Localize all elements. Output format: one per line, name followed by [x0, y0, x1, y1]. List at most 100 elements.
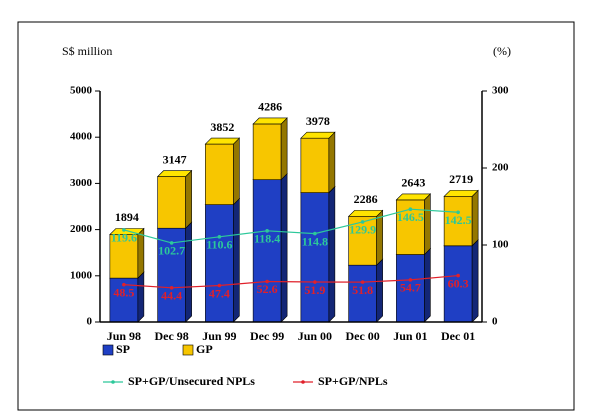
value-label: 52.6	[257, 282, 278, 296]
value-label: 146.5	[397, 210, 424, 224]
value-label: 118.4	[254, 232, 280, 246]
bar-side	[471, 239, 479, 323]
point	[360, 280, 365, 284]
y-axis-label: S$ million	[62, 44, 112, 58]
bar-side	[185, 169, 192, 229]
value-label: 51.9	[304, 283, 325, 297]
point	[265, 229, 269, 233]
bar-side	[471, 189, 479, 247]
value-label: 142.5	[445, 213, 472, 227]
value-label: 129.9	[349, 223, 376, 237]
legend-swatch	[102, 344, 114, 356]
bar-side	[280, 172, 288, 323]
point	[408, 207, 413, 211]
value-label: 44.4	[161, 289, 182, 303]
legend-label: SP+GP/NPLs	[318, 374, 388, 388]
total-label: 2643	[401, 176, 425, 190]
bar-side	[424, 193, 431, 256]
line	[123, 274, 459, 289]
x-tick-label: Dec 00	[345, 329, 379, 343]
bar-side	[137, 227, 145, 279]
point	[456, 210, 460, 215]
line	[123, 208, 459, 244]
bar-top	[204, 137, 241, 145]
point	[408, 278, 413, 282]
bar-side	[137, 271, 145, 323]
bar-side	[328, 131, 336, 194]
bar-side	[376, 258, 383, 323]
value-label: 51.8	[352, 283, 373, 297]
point	[169, 286, 174, 290]
value-label: 110.6	[206, 238, 232, 252]
value-label: 47.4	[209, 286, 230, 300]
bar-segment	[300, 192, 330, 323]
total-label: 1894	[115, 210, 139, 224]
x-tick-label: Jun 98	[107, 329, 141, 343]
total-label: 4286	[258, 100, 282, 114]
point	[313, 280, 317, 284]
total-label: 3852	[210, 120, 234, 134]
y-tick-label: 4000	[70, 131, 93, 143]
legend-label: SP+GP/Unsecured NPLs	[128, 374, 255, 388]
value-label: 102.7	[158, 244, 185, 258]
bar-segment	[300, 137, 330, 193]
y-tick-label: 0	[87, 316, 93, 328]
bar-segment	[252, 179, 282, 323]
bar-side	[233, 197, 240, 323]
bar-side	[424, 247, 431, 323]
value-label: 114.8	[302, 234, 328, 248]
point	[265, 279, 269, 284]
bar-segment	[205, 204, 234, 323]
bar-segment	[205, 143, 234, 205]
x-tick-label: Jun 00	[298, 329, 332, 343]
x-tick-label: Dec 99	[250, 329, 284, 343]
bar-top	[156, 170, 193, 177]
y-tick-label: 5000	[70, 85, 93, 97]
frame	[17, 21, 575, 411]
y2-tick-label: 100	[492, 239, 509, 251]
bar-top	[252, 117, 288, 125]
y2-tick-label: 0	[492, 316, 498, 328]
point	[217, 235, 222, 239]
bar-top	[443, 190, 479, 197]
bar-segment	[157, 176, 186, 229]
x-tick-label: Jun 01	[393, 329, 427, 343]
bar-side	[280, 117, 288, 181]
legend-marker	[301, 380, 305, 384]
value-label: 54.7	[400, 281, 421, 295]
bar-side	[328, 185, 336, 323]
bar-top	[347, 210, 384, 217]
bar-side	[233, 137, 240, 206]
x-tick-label: Jun 99	[202, 329, 236, 343]
point	[217, 283, 222, 288]
point	[122, 282, 126, 287]
bar-top	[395, 193, 432, 201]
legend-swatch	[182, 344, 194, 356]
value-label: 60.3	[448, 276, 469, 290]
point	[456, 273, 460, 278]
total-label: 2719	[449, 172, 473, 186]
bar-segment	[396, 254, 425, 323]
legend-marker	[111, 380, 115, 384]
point	[122, 228, 126, 232]
y-tick-label: 3000	[70, 177, 93, 189]
value-label: 48.5	[113, 285, 134, 299]
legend-label: GP	[196, 342, 213, 356]
point	[313, 231, 317, 236]
bar-side	[185, 221, 192, 323]
y2-axis-label: (%)	[493, 44, 511, 58]
value-label: 119.6	[111, 231, 137, 245]
point	[169, 241, 174, 245]
total-label: 3147	[163, 152, 187, 166]
point	[360, 220, 365, 224]
total-label: 2286	[354, 192, 378, 206]
bar-segment	[252, 123, 282, 181]
total-label: 3978	[306, 114, 330, 128]
y2-tick-label: 200	[492, 162, 509, 174]
y2-tick-label: 300	[492, 85, 509, 97]
x-tick-label: Dec 98	[154, 329, 188, 343]
y-tick-label: 1000	[70, 269, 93, 281]
bar-top	[300, 131, 336, 139]
legend-label: SP	[116, 342, 130, 356]
